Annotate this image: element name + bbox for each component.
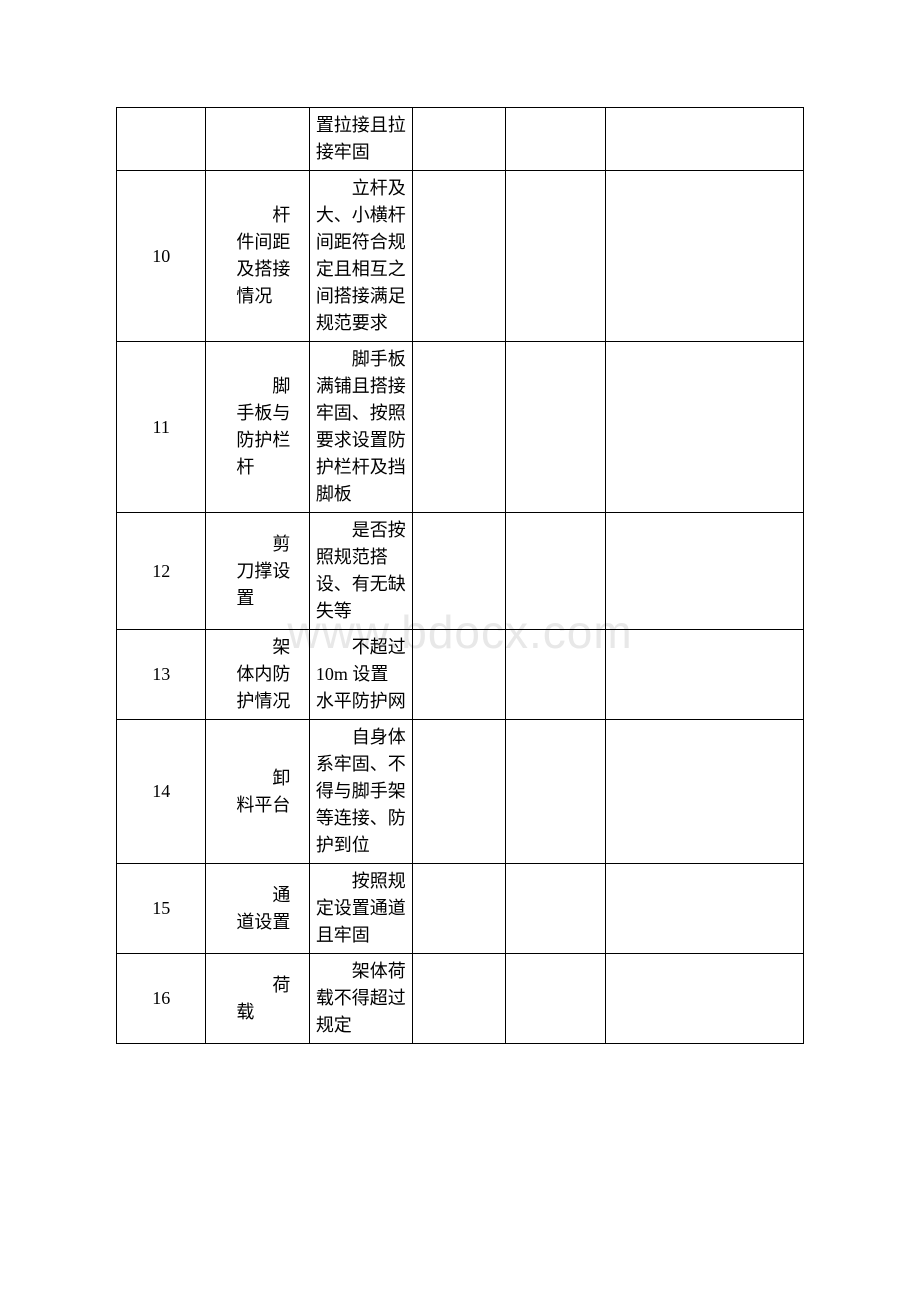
cell-empty: [606, 630, 804, 720]
cell-empty: [413, 108, 505, 171]
cell-num: 14: [117, 720, 206, 864]
cell-empty: [606, 720, 804, 864]
table-row: 16 荷载 架体荷载不得超过规定: [117, 954, 804, 1044]
cell-item: 架体内防护情况: [206, 630, 309, 720]
cell-num: 15: [117, 864, 206, 954]
cell-empty: [505, 720, 605, 864]
cell-empty: [413, 171, 505, 342]
cell-num: [117, 108, 206, 171]
page-container: 置拉接且拉接牢固 10 杆件间距及搭接情况 立杆及大、小横杆间距符合规定且相互之…: [0, 0, 920, 1044]
cell-empty: [606, 864, 804, 954]
cell-empty: [606, 513, 804, 630]
cell-desc: 是否按照规范搭设、有无缺失等: [309, 513, 412, 630]
cell-desc: 立杆及大、小横杆间距符合规定且相互之间搭接满足规范要求: [309, 171, 412, 342]
cell-num: 12: [117, 513, 206, 630]
cell-item: 通道设置: [206, 864, 309, 954]
inspection-table: 置拉接且拉接牢固 10 杆件间距及搭接情况 立杆及大、小横杆间距符合规定且相互之…: [116, 107, 804, 1044]
cell-desc: 置拉接且拉接牢固: [309, 108, 412, 171]
cell-desc: 不超过 10m 设置水平防护网: [309, 630, 412, 720]
cell-item: 脚手板与防护栏杆: [206, 342, 309, 513]
cell-empty: [413, 342, 505, 513]
cell-desc: 按照规定设置通道且牢固: [309, 864, 412, 954]
cell-empty: [606, 342, 804, 513]
cell-empty: [413, 864, 505, 954]
cell-desc: 自身体系牢固、不得与脚手架等连接、防护到位: [309, 720, 412, 864]
cell-item: [206, 108, 309, 171]
table-body: 置拉接且拉接牢固 10 杆件间距及搭接情况 立杆及大、小横杆间距符合规定且相互之…: [117, 108, 804, 1044]
cell-item: 荷载: [206, 954, 309, 1044]
table-row: 置拉接且拉接牢固: [117, 108, 804, 171]
table-row: 11 脚手板与防护栏杆 脚手板满铺且搭接牢固、按照要求设置防护栏杆及挡脚板: [117, 342, 804, 513]
table-row: 10 杆件间距及搭接情况 立杆及大、小横杆间距符合规定且相互之间搭接满足规范要求: [117, 171, 804, 342]
cell-num: 10: [117, 171, 206, 342]
cell-item: 杆件间距及搭接情况: [206, 171, 309, 342]
cell-empty: [505, 864, 605, 954]
cell-empty: [505, 171, 605, 342]
cell-num: 13: [117, 630, 206, 720]
cell-item: 卸料平台: [206, 720, 309, 864]
cell-empty: [505, 513, 605, 630]
cell-desc: 脚手板满铺且搭接牢固、按照要求设置防护栏杆及挡脚板: [309, 342, 412, 513]
cell-num: 11: [117, 342, 206, 513]
table-row: 13 架体内防护情况 不超过 10m 设置水平防护网: [117, 630, 804, 720]
cell-num: 16: [117, 954, 206, 1044]
cell-empty: [505, 342, 605, 513]
cell-empty: [413, 513, 505, 630]
cell-empty: [606, 171, 804, 342]
cell-empty: [606, 108, 804, 171]
cell-item: 剪刀撑设置: [206, 513, 309, 630]
cell-desc: 架体荷载不得超过规定: [309, 954, 412, 1044]
cell-empty: [505, 108, 605, 171]
cell-empty: [413, 954, 505, 1044]
cell-empty: [413, 720, 505, 864]
cell-empty: [606, 954, 804, 1044]
cell-empty: [505, 954, 605, 1044]
table-row: 14 卸料平台 自身体系牢固、不得与脚手架等连接、防护到位: [117, 720, 804, 864]
table-row: 12 剪刀撑设置 是否按照规范搭设、有无缺失等: [117, 513, 804, 630]
table-row: 15 通道设置 按照规定设置通道且牢固: [117, 864, 804, 954]
cell-empty: [505, 630, 605, 720]
cell-empty: [413, 630, 505, 720]
